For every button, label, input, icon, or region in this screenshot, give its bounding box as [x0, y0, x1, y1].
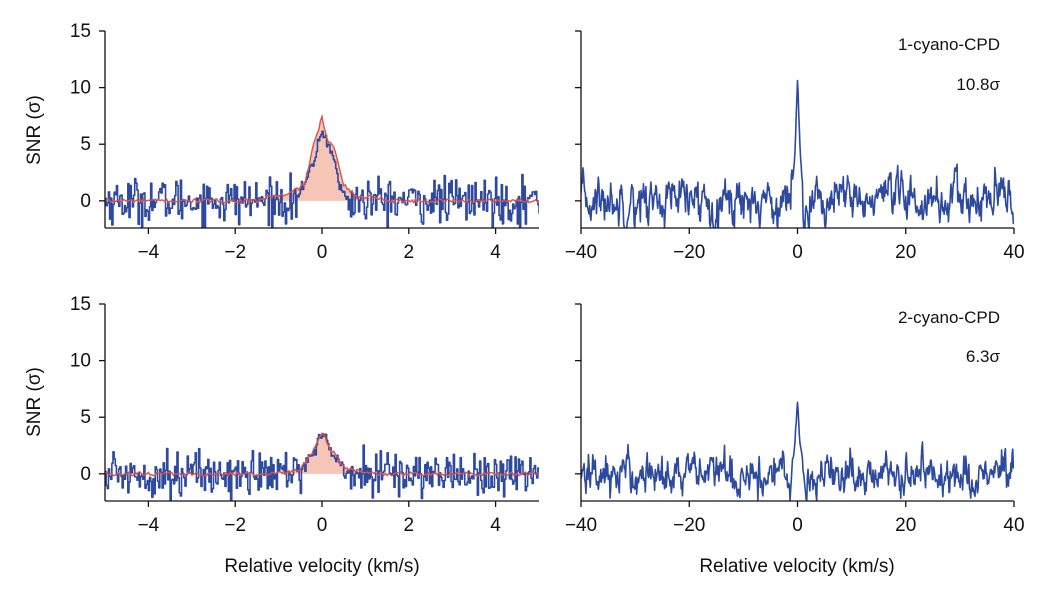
y-tick-label: 10: [70, 78, 91, 99]
ticks: −40 −20 0 20 40: [565, 30, 1025, 263]
x-tick-label: 40: [1003, 515, 1024, 536]
panel-bottom-right: −40 −20 0 20 40: [565, 303, 1025, 536]
x-tick-label: 0: [792, 515, 803, 536]
x-axis-label-right: Relative velocity (km/s): [699, 556, 894, 577]
y-axis-label-top: SNR (σ): [24, 95, 45, 165]
y-tick-label: 15: [70, 21, 91, 42]
x-tick-label: 20: [895, 242, 916, 263]
x-tick-label: −2: [224, 242, 246, 263]
spectrum-line: [105, 130, 539, 228]
y-tick-label: 0: [80, 464, 91, 485]
model-line: [105, 113, 539, 205]
plot-lines: [581, 401, 1014, 501]
model-fill: [269, 431, 375, 474]
y-tick-label: 10: [70, 351, 91, 372]
x-axis-label-left: Relative velocity (km/s): [224, 556, 419, 577]
plot-lines: [105, 431, 539, 501]
x-tick-label: −20: [673, 515, 705, 536]
x-tick-label: 2: [404, 242, 415, 263]
plot-lines: [581, 79, 1014, 228]
y-tick-label: 5: [80, 407, 91, 428]
model-line: [105, 432, 539, 478]
x-tick-label: 0: [792, 242, 803, 263]
x-tick-label: 2: [404, 515, 415, 536]
ticks: −4 −2 0 2 4 0 5 10 15: [70, 21, 501, 263]
significance-label-top: 10.8σ: [956, 75, 1000, 94]
x-tick-label: −2: [224, 515, 246, 536]
x-tick-label: 20: [895, 515, 916, 536]
y-axis-label-bottom: SNR (σ): [24, 367, 45, 437]
x-tick-label: −20: [673, 242, 705, 263]
spectrum-line: [105, 433, 539, 501]
x-tick-label: −4: [138, 515, 160, 536]
panel-bottom-left: −4 −2 0 2 4 0 5 10 15: [70, 294, 539, 536]
ticks: −4 −2 0 2 4 0 5 10 15: [70, 294, 501, 536]
spectrum-line: [581, 79, 1014, 228]
significance-label-bottom: 6.3σ: [966, 347, 1001, 366]
x-tick-label: 0: [317, 242, 328, 263]
panel-top-left: −4 −2 0 2 4 0 5 10 15: [70, 21, 539, 263]
plot-lines: [105, 113, 539, 228]
x-tick-label: −40: [565, 515, 597, 536]
x-tick-label: 40: [1003, 242, 1024, 263]
molecule-label-bottom: 2-cyano-CPD: [898, 308, 1000, 327]
x-tick-label: 4: [490, 242, 501, 263]
spectrum-line: [581, 401, 1014, 501]
x-tick-label: −40: [565, 242, 597, 263]
x-tick-label: −4: [138, 242, 160, 263]
x-tick-label: 0: [317, 515, 328, 536]
panel-top-right: −40 −20 0 20 40: [565, 30, 1025, 263]
molecule-label-top: 1-cyano-CPD: [898, 35, 1000, 54]
model-fill: [269, 117, 375, 201]
x-tick-label: 4: [490, 515, 501, 536]
ticks: −40 −20 0 20 40: [565, 303, 1025, 536]
y-tick-label: 0: [80, 191, 91, 212]
y-tick-label: 5: [80, 134, 91, 155]
y-tick-label: 15: [70, 294, 91, 315]
